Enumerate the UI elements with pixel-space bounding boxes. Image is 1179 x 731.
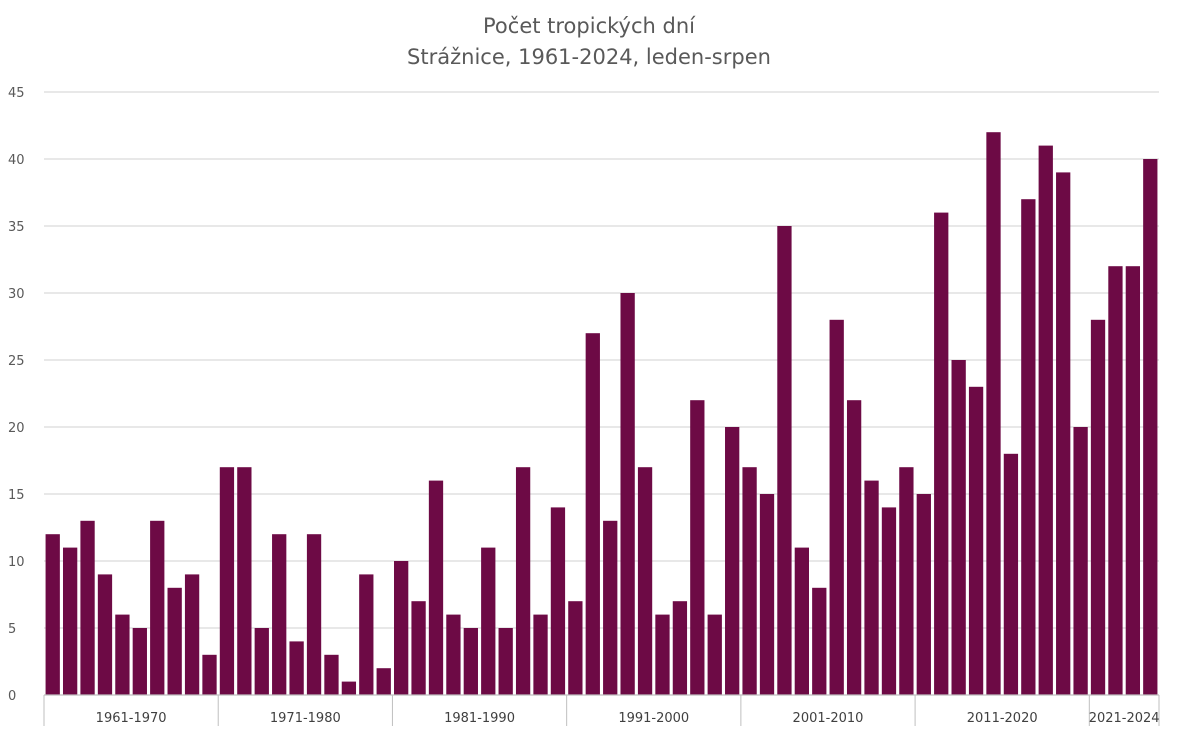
bar-1985 xyxy=(463,628,478,695)
bar-1970 xyxy=(202,654,217,695)
y-axis-ticks: 0 5 10 15 20 25 30 35 40 45 xyxy=(8,86,25,704)
y-tick-label: 25 xyxy=(8,354,25,369)
bar-2018 xyxy=(1038,145,1053,696)
bar-1967 xyxy=(150,520,165,695)
bar-2015 xyxy=(986,132,1001,695)
bar-1979 xyxy=(359,574,374,695)
bar-1995 xyxy=(637,467,653,695)
bar-2001 xyxy=(742,467,757,695)
bar-1969 xyxy=(184,574,200,695)
bar-1997 xyxy=(672,601,688,695)
y-tick-label: 30 xyxy=(8,287,25,302)
bar-1988 xyxy=(515,467,531,695)
bar-1963 xyxy=(80,520,95,695)
bar-1978 xyxy=(341,681,357,695)
bar-1998 xyxy=(690,400,705,695)
bar-1996 xyxy=(655,614,670,695)
bar-2009 xyxy=(881,507,897,695)
bar-1980 xyxy=(376,668,391,695)
bar-2016 xyxy=(1003,453,1019,695)
bar-2008 xyxy=(864,480,879,695)
bar-1986 xyxy=(481,547,496,695)
bar-2007 xyxy=(846,400,862,695)
bar-1975 xyxy=(289,641,304,695)
y-tick-label: 35 xyxy=(8,220,25,235)
bar-1961 xyxy=(45,534,60,695)
bar-1972 xyxy=(237,467,252,695)
bar-1990 xyxy=(550,507,566,695)
bar-1968 xyxy=(167,587,182,695)
bar-2019 xyxy=(1056,172,1071,695)
bar-2003 xyxy=(777,226,792,695)
bar-1965 xyxy=(115,614,130,695)
chart-subtitle: Strážnice, 1961-2024, leden-srpen xyxy=(407,45,771,69)
x-group-label: 1961-1970 xyxy=(96,711,167,726)
bar-1964 xyxy=(97,574,113,695)
bar-2013 xyxy=(951,360,966,695)
y-tick-label: 45 xyxy=(8,86,25,101)
bar-2023 xyxy=(1125,266,1141,695)
bar-1971 xyxy=(219,467,235,695)
bar-2020 xyxy=(1073,427,1088,695)
bar-2014 xyxy=(968,386,984,695)
chart-title: Počet tropických dní xyxy=(483,14,696,38)
y-tick-label: 0 xyxy=(8,689,16,704)
bar-2005 xyxy=(812,587,827,695)
bar-1992 xyxy=(585,333,600,695)
bar-1973 xyxy=(254,628,269,695)
bar-2000 xyxy=(725,427,740,695)
y-tick-label: 20 xyxy=(8,421,25,436)
x-group-label: 2011-2020 xyxy=(967,711,1038,726)
bar-1999 xyxy=(707,614,722,695)
bar-1974 xyxy=(272,534,287,695)
bar-2004 xyxy=(794,547,809,695)
y-tick-label: 5 xyxy=(8,622,16,637)
bar-1991 xyxy=(568,601,583,695)
bar-1966 xyxy=(132,628,147,695)
bar-1984 xyxy=(446,614,461,695)
bar-1989 xyxy=(533,614,548,695)
bar-2010 xyxy=(899,467,914,695)
bar-1982 xyxy=(411,601,426,695)
bar-1994 xyxy=(620,293,635,695)
x-group-label: 1981-1990 xyxy=(444,711,515,726)
bar-2006 xyxy=(829,319,844,695)
bar-2011 xyxy=(916,494,931,695)
bar-2012 xyxy=(934,212,949,695)
y-tick-label: 40 xyxy=(8,153,25,168)
x-group-label: 2001-2010 xyxy=(793,711,864,726)
bar-2024 xyxy=(1143,159,1158,695)
bar-2021 xyxy=(1090,319,1106,695)
x-group-label: 1971-1980 xyxy=(270,711,341,726)
y-tick-label: 15 xyxy=(8,488,25,503)
x-group-label: 1991-2000 xyxy=(618,711,689,726)
bar-1976 xyxy=(306,534,322,695)
bar-1993 xyxy=(603,520,618,695)
bar-1983 xyxy=(428,480,444,695)
bar-1981 xyxy=(394,561,409,695)
bar-1977 xyxy=(324,654,339,695)
bar-2022 xyxy=(1108,266,1123,695)
bar-1987 xyxy=(498,628,513,695)
bar-1962 xyxy=(62,547,78,695)
y-tick-label: 10 xyxy=(8,555,25,570)
x-group-label: 2021-2024 xyxy=(1089,711,1160,726)
bars xyxy=(45,132,1158,696)
bar-2017 xyxy=(1021,199,1036,695)
x-axis: 1961-1970 1971-1980 1981-1990 1991-2000 2001… xyxy=(43,694,1160,726)
bar-2002 xyxy=(759,494,775,695)
